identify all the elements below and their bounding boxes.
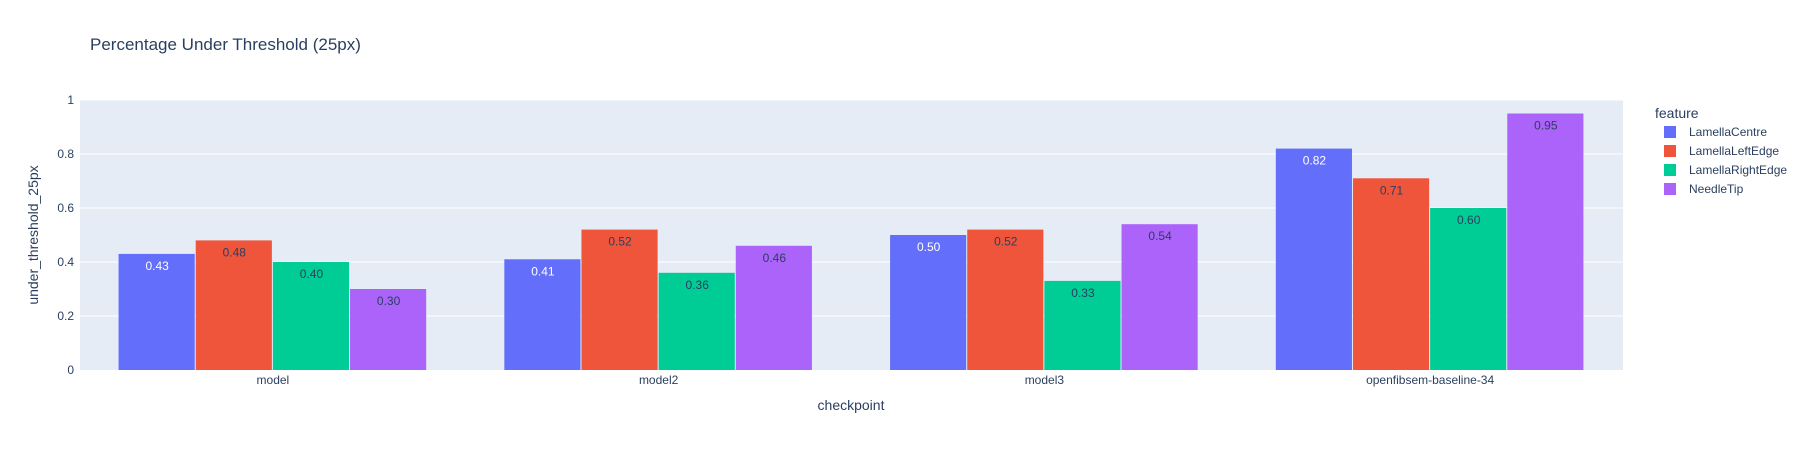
bar-value-label: 0.41 [531,264,555,278]
x-tick-label: model2 [639,373,679,387]
legend-item-label: NeedleTip [1689,182,1744,196]
bar [581,229,658,370]
bar-value-label: 0.71 [1380,183,1404,197]
y-tick-label: 0 [67,363,74,377]
legend-swatch [1664,183,1676,195]
bar [1044,280,1121,370]
legend-swatch [1664,126,1676,138]
bar [1430,208,1507,370]
bar-value-label: 0.30 [377,294,401,308]
x-tick-label: model3 [1025,373,1065,387]
chart-title: Percentage Under Threshold (25px) [90,35,361,54]
bar-value-label: 0.54 [1148,229,1172,243]
bar [504,259,581,370]
bar-value-label: 0.60 [1457,213,1481,227]
legend: feature LamellaCentre LamellaLeftEdge Lame… [1655,105,1787,196]
x-tick-label: openfibsem-baseline-34 [1366,373,1494,387]
legend-item-label: LamellaRightEdge [1689,163,1787,177]
bar [118,253,195,370]
bar-value-label: 0.43 [145,259,169,273]
bar-value-label: 0.36 [686,278,710,292]
bar-value-label: 0.82 [1303,154,1327,168]
bar-value-label: 0.52 [608,235,632,249]
x-axis-title: checkpoint [818,397,885,413]
bar [658,272,735,370]
bar-value-label: 0.48 [223,245,247,259]
legend-swatch [1664,164,1676,176]
bar-value-label: 0.52 [994,235,1018,249]
bar [195,240,272,370]
bar [735,245,812,370]
bar-value-label: 0.95 [1534,119,1558,133]
bar-value-label: 0.50 [917,240,941,254]
bar [1352,178,1430,370]
bar [1121,224,1198,370]
x-tick-label: model [257,373,290,387]
y-tick-label: 1 [67,93,74,107]
bar-value-label: 0.40 [300,267,324,281]
legend-swatch [1664,145,1676,157]
y-tick-label: 0.2 [57,309,74,323]
bar [890,235,967,370]
y-tick-label: 0.4 [57,255,74,269]
bar-value-label: 0.46 [763,251,787,265]
legend-item-label: LamellaLeftEdge [1689,144,1779,158]
y-tick-label: 0.6 [57,201,74,215]
bar-value-label: 0.33 [1071,286,1095,300]
legend-item-label: LamellaCentre [1689,125,1767,139]
y-axis-ticks: 0 0.2 0.4 0.6 0.8 1 [57,93,74,377]
bar [1275,148,1352,370]
x-axis-ticks: model model2 model3 openfibsem-baseline-34 [257,373,1495,387]
bar [1507,113,1584,370]
bar [350,289,427,370]
bar [967,229,1044,370]
y-axis-title: under_threshold_25px [25,165,41,304]
legend-title: feature [1655,105,1699,121]
bar [272,262,350,370]
bars: 0.43 0.48 0.40 0.30 0.41 0.52 0.36 0.46 0.50 0.52… [118,113,1584,370]
y-tick-label: 0.8 [57,147,74,161]
